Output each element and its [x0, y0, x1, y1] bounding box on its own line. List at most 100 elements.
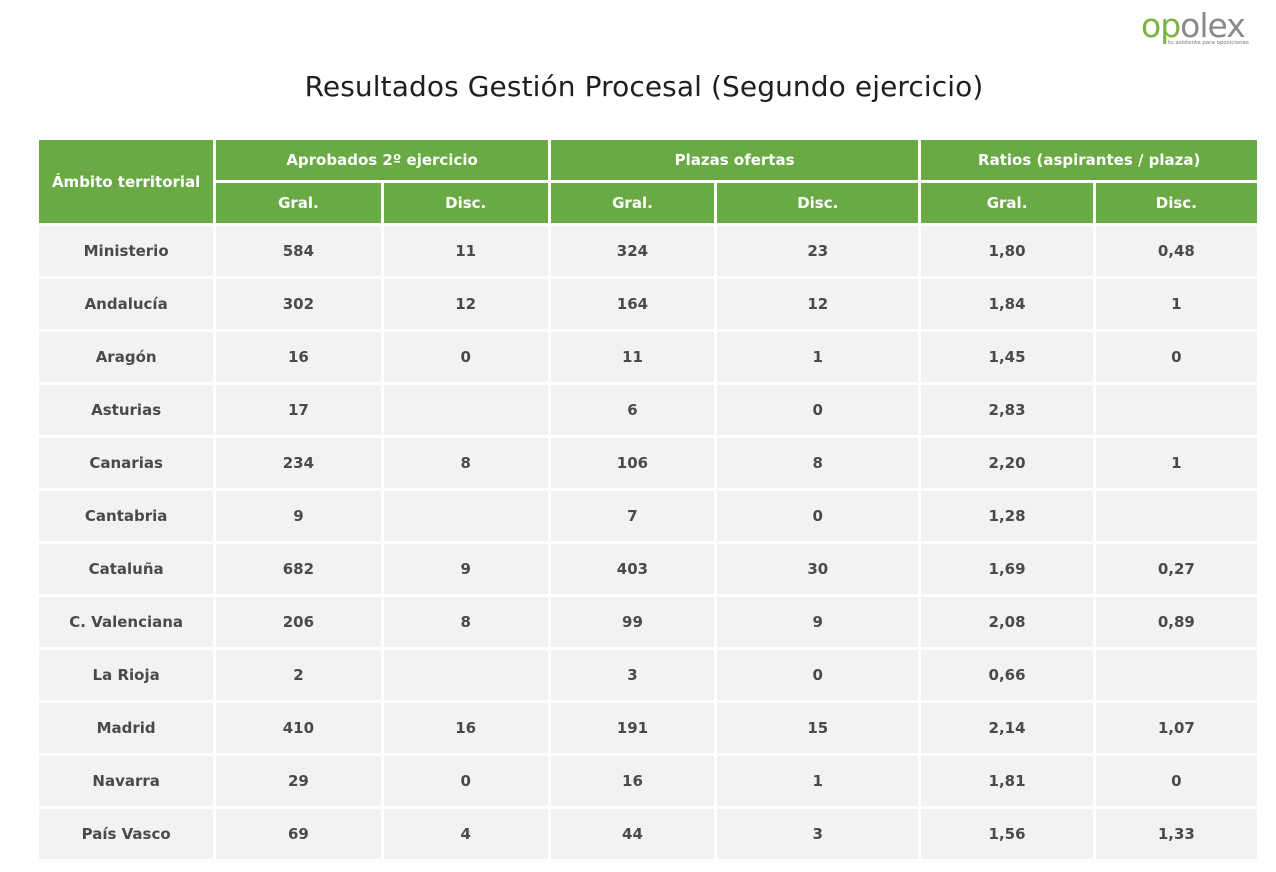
header-sub-disc: Disc.	[717, 183, 919, 223]
cell-region: La Rioja	[39, 650, 214, 700]
logo-tagline: tu asistente para oposiciones	[1168, 40, 1249, 46]
table-cell: 9	[216, 491, 381, 541]
table-cell: 1,81	[921, 756, 1093, 806]
table-cell: 0,48	[1095, 226, 1257, 276]
results-table: Ámbito territorial Aprobados 2º ejercici…	[36, 137, 1260, 862]
table-cell: 0,66	[921, 650, 1093, 700]
table-cell: 1,56	[921, 809, 1093, 859]
table-cell: 234	[216, 438, 381, 488]
table-cell: 1	[1095, 279, 1257, 329]
table-cell: 0	[1095, 756, 1257, 806]
cell-region: Madrid	[39, 703, 214, 753]
table-cell: 9	[383, 544, 548, 594]
cell-region: Canarias	[39, 438, 214, 488]
table-cell: 8	[717, 438, 919, 488]
cell-region: Asturias	[39, 385, 214, 435]
table-cell: 1	[1095, 438, 1257, 488]
header-group-ratios: Ratios (aspirantes / plaza)	[921, 140, 1257, 180]
table-cell: 16	[550, 756, 715, 806]
table-cell: 3	[550, 650, 715, 700]
table-cell: 0	[383, 332, 548, 382]
table-cell: 1,33	[1095, 809, 1257, 859]
table-cell: 16	[216, 332, 381, 382]
table-cell: 682	[216, 544, 381, 594]
table-cell: 0,27	[1095, 544, 1257, 594]
table-cell: 2,83	[921, 385, 1093, 435]
table-cell: 1,07	[1095, 703, 1257, 753]
table-cell: 8	[383, 438, 548, 488]
table-row: Ministerio 584 11 324 23 1,80 0,48	[39, 226, 1257, 276]
table-cell: 7	[550, 491, 715, 541]
cell-region: Navarra	[39, 756, 214, 806]
cell-region: Aragón	[39, 332, 214, 382]
table-cell	[383, 385, 548, 435]
table-cell: 164	[550, 279, 715, 329]
table-cell: 1	[717, 756, 919, 806]
header-row-groups: Ámbito territorial Aprobados 2º ejercici…	[39, 140, 1257, 223]
cell-region: Cataluña	[39, 544, 214, 594]
table-cell	[1095, 650, 1257, 700]
table-cell: 0	[717, 491, 919, 541]
header-region: Ámbito territorial	[39, 140, 214, 223]
table-cell: 23	[717, 226, 919, 276]
table-body: Ministerio 584 11 324 23 1,80 0,48 Andalucía 302…	[39, 226, 1257, 859]
table-cell	[383, 491, 548, 541]
table-cell: 206	[216, 597, 381, 647]
table-cell: 302	[216, 279, 381, 329]
table-cell: 0	[717, 385, 919, 435]
table-cell: 29	[216, 756, 381, 806]
cell-region: Cantabria	[39, 491, 214, 541]
table-row: Canarias 234 8 106 8 2,20 1	[39, 438, 1257, 488]
table-cell: 191	[550, 703, 715, 753]
table-cell: 1,28	[921, 491, 1093, 541]
header-sub-disc: Disc.	[383, 183, 548, 223]
table-cell: 410	[216, 703, 381, 753]
table-cell: 6	[550, 385, 715, 435]
table-cell	[1095, 491, 1257, 541]
table-cell: 0	[717, 650, 919, 700]
table-cell: 3	[717, 809, 919, 859]
table-row: Madrid 410 16 191 15 2,14 1,07	[39, 703, 1257, 753]
table-cell: 1,69	[921, 544, 1093, 594]
table-cell: 1,45	[921, 332, 1093, 382]
logo-wordmark: opolex	[1141, 6, 1246, 45]
table-cell: 9	[717, 597, 919, 647]
header-sub-disc: Disc.	[1095, 183, 1257, 223]
table-cell: 16	[383, 703, 548, 753]
table-cell: 99	[550, 597, 715, 647]
table-cell: 30	[717, 544, 919, 594]
table-cell: 12	[717, 279, 919, 329]
header-group-plazas: Plazas ofertas	[550, 140, 919, 180]
table-cell: 12	[383, 279, 548, 329]
table-cell: 17	[216, 385, 381, 435]
table-cell: 0,89	[1095, 597, 1257, 647]
table-cell: 584	[216, 226, 381, 276]
cell-region: Andalucía	[39, 279, 214, 329]
table-cell: 8	[383, 597, 548, 647]
table-cell	[1095, 385, 1257, 435]
table-row: Aragón 16 0 11 1 1,45 0	[39, 332, 1257, 382]
table-cell: 11	[383, 226, 548, 276]
header-group-aprobados: Aprobados 2º ejercicio	[216, 140, 548, 180]
table-cell: 2	[216, 650, 381, 700]
header-sub-gral: Gral.	[550, 183, 715, 223]
table-cell: 2,20	[921, 438, 1093, 488]
page-title: Resultados Gestión Procesal (Segundo eje…	[304, 70, 984, 103]
table-cell: 4	[383, 809, 548, 859]
header-sub-gral: Gral.	[921, 183, 1093, 223]
table-row: País Vasco 69 4 44 3 1,56 1,33	[39, 809, 1257, 859]
cell-region: País Vasco	[39, 809, 214, 859]
header-row-subs: Gral. Disc. Gral. Disc. Gral. Disc.	[39, 183, 1257, 223]
table-cell: 1	[717, 332, 919, 382]
table-row: C. Valenciana 206 8 99 9 2,08 0,89	[39, 597, 1257, 647]
header-sub-gral: Gral.	[216, 183, 381, 223]
table-row: Asturias 17 6 0 2,83	[39, 385, 1257, 435]
table-row: La Rioja 2 3 0 0,66	[39, 650, 1257, 700]
cell-region: Ministerio	[39, 226, 214, 276]
table-row: Cataluña 682 9 403 30 1,69 0,27	[39, 544, 1257, 594]
table-row: Cantabria 9 7 0 1,28	[39, 491, 1257, 541]
table-cell: 11	[550, 332, 715, 382]
table-row: Navarra 29 0 16 1 1,81 0	[39, 756, 1257, 806]
table-cell: 0	[1095, 332, 1257, 382]
table-cell: 1,80	[921, 226, 1093, 276]
